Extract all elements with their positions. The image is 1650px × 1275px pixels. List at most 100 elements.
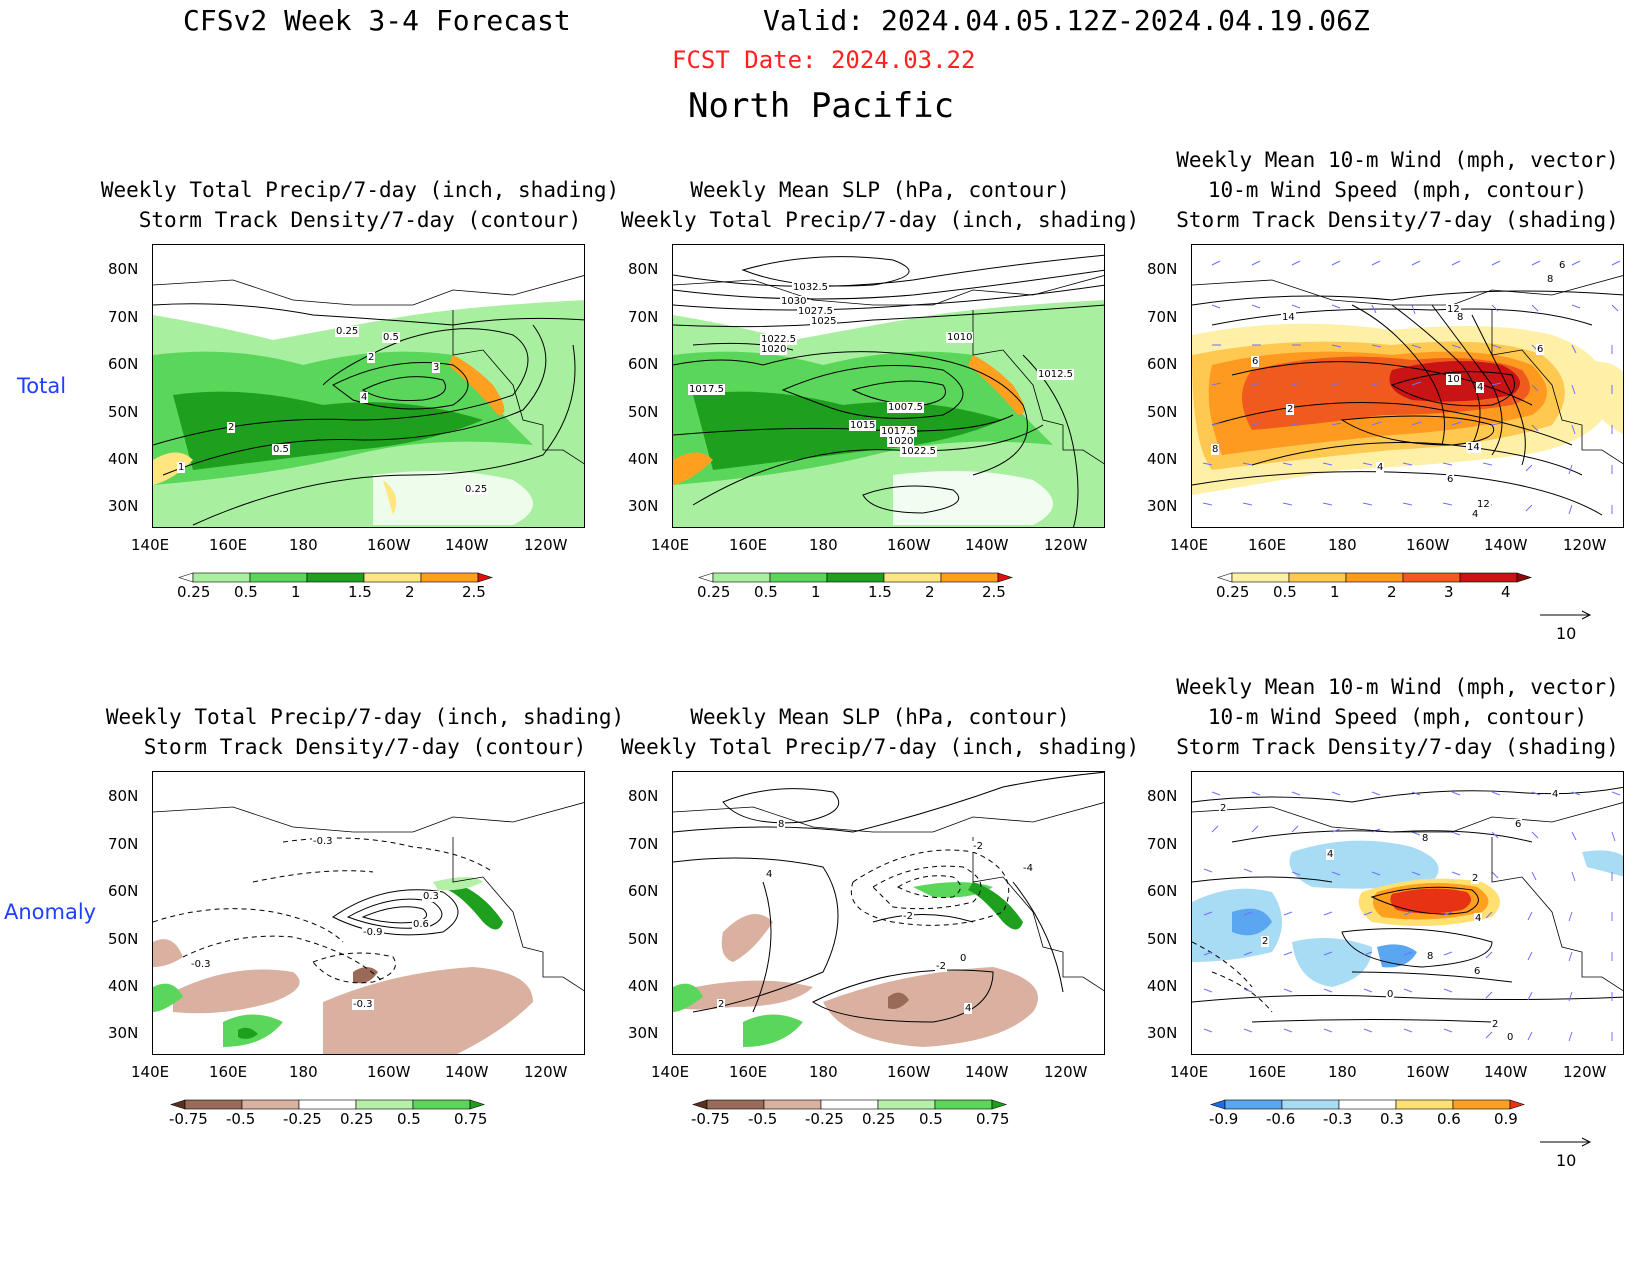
colorbar-tick-label: 4 <box>1501 583 1511 601</box>
lat-tick-label: 70N <box>1147 835 1178 853</box>
contour-label: 0 <box>959 953 968 964</box>
contour-label: 14 <box>1281 312 1296 323</box>
vector-reference-label-top: 10 <box>1556 624 1577 643</box>
colorbar-segment <box>363 572 422 583</box>
lon-tick-label: 120W <box>1563 1063 1607 1081</box>
lon-tick-label: 160E <box>729 1063 768 1081</box>
row-label-total: Total <box>17 374 67 398</box>
lat-tick-label: 40N <box>108 450 139 468</box>
colorbar-slp-precip-total <box>698 572 1013 583</box>
valid-period: Valid: 2024.04.05.12Z-2024.04.19.06Z <box>763 4 1370 37</box>
contour-label: 0.3 <box>422 891 440 902</box>
lat-tick-label: 60N <box>108 882 139 900</box>
lat-tick-label: 70N <box>628 835 659 853</box>
colorbar-low-extension <box>698 572 714 583</box>
contour-label: -2 <box>972 841 984 852</box>
colorbar-tick-label: -0.6 <box>1266 1110 1296 1128</box>
lon-tick-label: 140E <box>651 1063 690 1081</box>
colorbar-segment <box>306 572 365 583</box>
forecast-date: FCST Date: 2024.03.22 <box>672 46 976 74</box>
lat-tick-label: 30N <box>108 497 139 515</box>
contour-label: 8 <box>1421 833 1430 844</box>
colorbar-tick-label: 0.75 <box>454 1110 488 1128</box>
contour-label: -2 <box>935 961 947 972</box>
contour-label: 0.5 <box>382 332 400 343</box>
colorbar-segment <box>355 1099 414 1110</box>
lon-tick-label: 140E <box>131 536 170 554</box>
contour-label: 0 <box>1386 989 1395 1000</box>
lat-tick-label: 40N <box>1147 450 1178 468</box>
contour-label: 4 <box>1326 849 1335 860</box>
lon-tick-label: 140W <box>445 1063 489 1081</box>
contour-label: 14 <box>1466 442 1481 453</box>
colorbar-tick-label: 0.5 <box>397 1110 421 1128</box>
colorbar-tick-label: 3 <box>1444 583 1454 601</box>
colorbar-tick-label: 2.5 <box>462 583 486 601</box>
colorbar-segment <box>298 1099 357 1110</box>
vector-reference-label-bottom: 10 <box>1556 1151 1577 1170</box>
contour-label: 1017.5 <box>688 384 725 395</box>
lat-tick-label: 30N <box>1147 497 1178 515</box>
contour-label: 4 <box>964 1003 973 1014</box>
lat-tick-label: 80N <box>108 260 139 278</box>
lon-tick-label: 140E <box>651 536 690 554</box>
colorbar-track-anomaly <box>1210 1099 1525 1110</box>
contour-label: 2 <box>1491 1019 1500 1030</box>
contour-label: 6 <box>1536 344 1545 355</box>
colorbar-tick-label: 2 <box>1387 583 1397 601</box>
colorbar-tick-label: 0.75 <box>976 1110 1010 1128</box>
region-title: North Pacific <box>688 86 955 126</box>
lat-tick-label: 80N <box>1147 260 1178 278</box>
panel5-title: Weekly Mean SLP (hPa, contour) Weekly Tot… <box>620 705 1140 759</box>
lon-tick-label: 180 <box>1328 1063 1357 1081</box>
colorbar-segment <box>763 1099 822 1110</box>
lat-tick-label: 80N <box>108 787 139 805</box>
contour-label: -2 <box>902 911 914 922</box>
colorbar-tick-label: -0.25 <box>283 1110 322 1128</box>
lat-tick-label: 80N <box>628 787 659 805</box>
colorbar-segment <box>1402 572 1461 583</box>
colorbar-high-extension <box>997 572 1013 583</box>
contour-label: -0.3 <box>352 999 374 1010</box>
lon-tick-label: 160E <box>209 1063 248 1081</box>
contour-label: 1 <box>177 462 186 473</box>
colorbar-high-extension <box>991 1099 1007 1110</box>
contour-label: -0.9 <box>362 927 384 938</box>
colorbar-segment <box>1345 572 1404 583</box>
colorbar-segment <box>706 1099 765 1110</box>
contour-label: 1010 <box>946 332 974 343</box>
colorbar-segment <box>412 1099 471 1110</box>
lat-tick-label: 30N <box>1147 1024 1178 1042</box>
lat-tick-label: 30N <box>628 1024 659 1042</box>
colorbar-segment <box>1459 572 1518 583</box>
map-anomaly-wind-track <box>1191 771 1624 1055</box>
lat-tick-label: 60N <box>628 882 659 900</box>
lon-tick-label: 180 <box>289 536 318 554</box>
contour-label: 1015 <box>849 420 877 431</box>
colorbar-tick-label: 1.5 <box>868 583 892 601</box>
panel2-title: Weekly Mean SLP (hPa, contour) Weekly Tot… <box>620 178 1140 232</box>
contour-label: -0.3 <box>190 959 212 970</box>
colorbar-precip-anomaly <box>170 1099 485 1110</box>
lon-tick-label: 120W <box>524 1063 568 1081</box>
lat-tick-label: 50N <box>108 403 139 421</box>
contour-label: 10 <box>1446 374 1461 385</box>
contour-label: 1032.5 <box>792 282 829 293</box>
contour-label: 8 <box>777 819 786 830</box>
colorbar-segment <box>712 572 771 583</box>
contour-label: 2 <box>1471 873 1480 884</box>
colorbar-tick-label: 0.5 <box>1273 583 1297 601</box>
lat-tick-label: 50N <box>1147 403 1178 421</box>
contour-label: 2 <box>1261 936 1270 947</box>
colorbar-segment <box>1288 572 1347 583</box>
colorbar-tick-label: 0.3 <box>1380 1110 1404 1128</box>
colorbar-segment <box>877 1099 936 1110</box>
lon-tick-label: 140W <box>445 536 489 554</box>
panel1-title: Weekly Total Precip/7-day (inch, shading… <box>100 178 620 232</box>
colorbar-tick-label: 0.25 <box>340 1110 374 1128</box>
lat-tick-label: 60N <box>1147 355 1178 373</box>
colorbar-tick-label: 2.5 <box>982 583 1006 601</box>
colorbar-segment <box>883 572 942 583</box>
contour-label: 1017.5 <box>880 426 917 437</box>
colorbar-precip-total <box>178 572 493 583</box>
